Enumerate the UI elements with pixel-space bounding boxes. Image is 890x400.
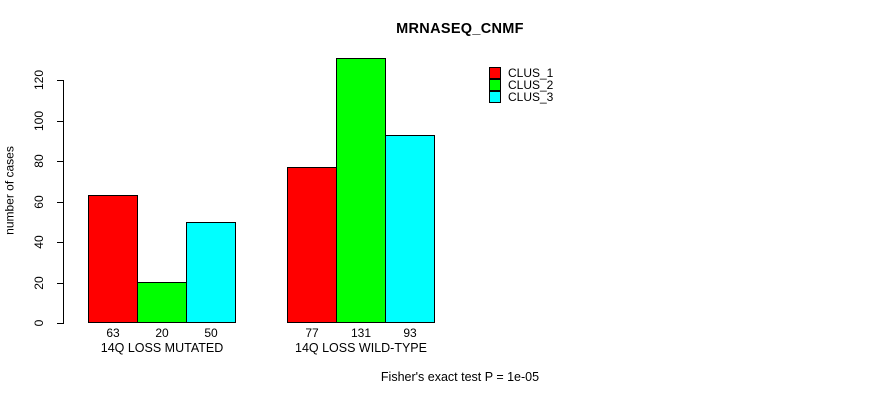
y-axis-tick-label: 40 <box>32 235 46 249</box>
category-label-14q-loss-wild-type: 14Q LOSS WILD-TYPE <box>295 341 427 355</box>
legend-label: CLUS_1 <box>508 66 554 80</box>
y-axis-tick-label: 0 <box>32 319 46 327</box>
y-axis-tick <box>57 242 64 243</box>
category-label-14q-loss-mutated: 14Q LOSS MUTATED <box>100 341 224 355</box>
bar-value-label: 131 <box>350 326 372 340</box>
legend-label: CLUS_3 <box>508 90 554 104</box>
chart-title: MRNASEQ_CNMF <box>396 21 524 37</box>
y-axis-tick-label: 120 <box>32 69 46 91</box>
bar-clus-1-14q-loss-mutated <box>88 195 138 323</box>
y-axis-tick <box>57 283 64 284</box>
y-axis-tick <box>57 323 64 324</box>
bar-value-label: 77 <box>305 326 319 340</box>
legend: CLUS_1 CLUS_2 CLUS_3 <box>489 67 553 103</box>
y-axis-tick-label: 80 <box>32 154 46 168</box>
bar-value-label: 63 <box>106 326 120 340</box>
bar-clus-2-14q-loss-mutated <box>137 282 187 323</box>
y-axis-label: number of cases <box>2 146 17 235</box>
y-axis-tick <box>57 121 64 122</box>
bar-value-label: 93 <box>403 326 417 340</box>
legend-item-clus-2: CLUS_2 <box>489 79 553 91</box>
bar-value-label: 50 <box>204 326 218 340</box>
y-axis-tick <box>57 161 64 162</box>
bar-clus-3-14q-loss-wild-type <box>385 135 435 323</box>
legend-swatch-clus-2 <box>489 79 501 91</box>
legend-item-clus-1: CLUS_1 <box>489 67 553 79</box>
legend-swatch-clus-1 <box>489 67 501 79</box>
bar-value-label: 20 <box>155 326 169 340</box>
y-axis-tick-label: 60 <box>32 195 46 209</box>
y-axis-tick-label: 20 <box>32 276 46 290</box>
annotation-text: Fisher's exact test P = 1e-05 <box>380 370 540 384</box>
bar-clus-3-14q-loss-mutated <box>186 222 236 323</box>
legend-item-clus-3: CLUS_3 <box>489 91 553 103</box>
y-axis-tick-label: 100 <box>32 110 46 132</box>
y-axis-tick <box>57 80 64 81</box>
legend-swatch-clus-3 <box>489 91 501 103</box>
bar-clus-2-14q-loss-wild-type <box>336 58 386 323</box>
bar-clus-1-14q-loss-wild-type <box>287 167 337 323</box>
y-axis-tick <box>57 202 64 203</box>
legend-label: CLUS_2 <box>508 78 554 92</box>
